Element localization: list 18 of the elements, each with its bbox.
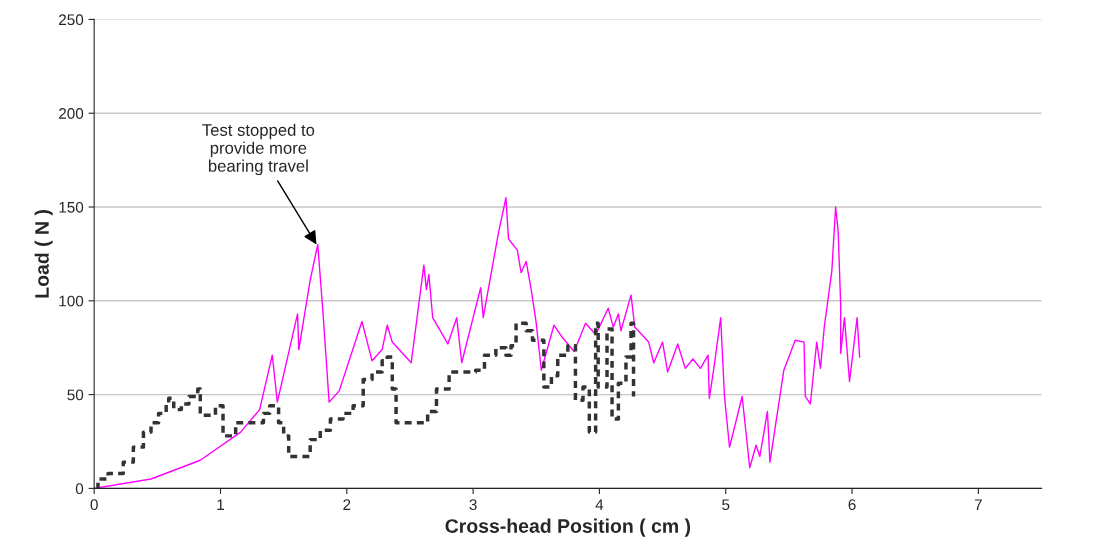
x-tick-label: 6 xyxy=(848,499,856,511)
line-series xyxy=(94,196,861,489)
x-tick-label: 5 xyxy=(722,499,730,511)
y-axis-title: Load ( N ) xyxy=(34,210,53,298)
x-tick-label: 1 xyxy=(217,499,224,510)
y-tick-label: 50 xyxy=(67,389,84,401)
x-tick-label: 0 xyxy=(90,499,98,511)
x-tick-label: 2 xyxy=(343,499,351,510)
annotation: Test stopped to provide more bearing travel xyxy=(202,123,315,176)
y-tick-label: 250 xyxy=(59,14,84,26)
x-tick-label: 3 xyxy=(469,499,477,511)
y-tick-label: 100 xyxy=(59,295,84,307)
x-tick-label: 7 xyxy=(974,499,982,510)
y-tick-label: 0 xyxy=(75,483,84,495)
x-tick-label: 4 xyxy=(595,499,604,510)
x-axis-title: Cross-head Position ( cm ) xyxy=(445,518,691,537)
y-tick-label: 150 xyxy=(59,201,84,213)
y-tick-label: 200 xyxy=(59,108,84,119)
